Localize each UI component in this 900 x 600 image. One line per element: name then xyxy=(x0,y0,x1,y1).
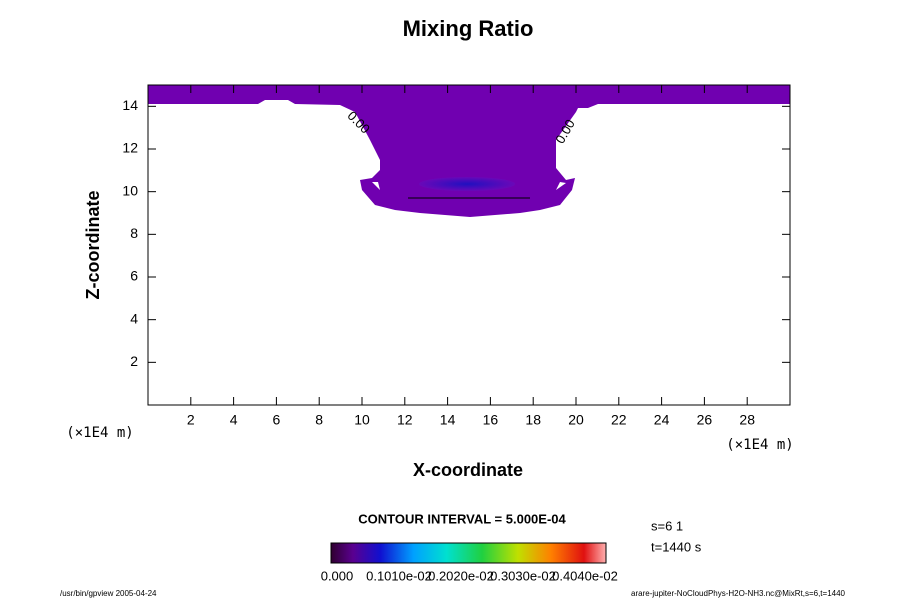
contour-core xyxy=(419,177,515,191)
y-tick-label: 4 xyxy=(130,310,138,326)
colorbar-label: 0.3030e-02 xyxy=(490,568,556,583)
y-unit: (×1E4 m) xyxy=(66,425,133,441)
footer-right: arare-jupiter-NoCloudPhys-H2O-NH3.nc@Mix… xyxy=(631,589,846,598)
x-tick-label: 16 xyxy=(483,412,499,428)
y-tick-label: 6 xyxy=(130,268,138,284)
x-tick-label: 4 xyxy=(230,412,238,428)
info-time: t=1440 s xyxy=(651,539,702,554)
chart-title: Mixing Ratio xyxy=(403,16,534,41)
x-tick-label: 26 xyxy=(697,412,713,428)
colorbar-label: 0.1010e-02 xyxy=(366,568,432,583)
x-tick-label: 8 xyxy=(315,412,323,428)
x-tick-label: 28 xyxy=(739,412,755,428)
x-tick-label: 18 xyxy=(525,412,541,428)
colorbar-label: 0.000 xyxy=(321,568,354,583)
x-tick-label: 6 xyxy=(273,412,281,428)
x-tick-label: 12 xyxy=(397,412,413,428)
x-tick-label: 22 xyxy=(611,412,627,428)
y-tick-label: 10 xyxy=(122,182,138,198)
x-tick-label: 24 xyxy=(654,412,670,428)
x-tick-label: 20 xyxy=(568,412,584,428)
contour-region xyxy=(148,85,790,217)
x-axis-label: X-coordinate xyxy=(413,460,523,480)
x-tick-label: 10 xyxy=(354,412,370,428)
x-tick-label: 14 xyxy=(440,412,456,428)
footer-left: /usr/bin/gpview 2005-04-24 xyxy=(60,589,157,598)
colorbar xyxy=(330,542,607,564)
colorbar-label: 0.4040e-02 xyxy=(552,568,618,583)
y-tick-label: 14 xyxy=(122,97,138,113)
y-tick-label: 12 xyxy=(122,140,138,156)
x-tick-label: 2 xyxy=(187,412,195,428)
colorbar-label: 0.2020e-02 xyxy=(428,568,494,583)
y-axis-label: Z-coordinate xyxy=(83,190,103,299)
plot-frame xyxy=(147,84,791,406)
y-tick-label: 2 xyxy=(130,353,138,369)
x-unit: (×1E4 m) xyxy=(726,437,793,453)
contour-interval: CONTOUR INTERVAL = 5.000E-04 xyxy=(358,511,566,526)
info-step: s=6 1 xyxy=(651,518,683,533)
y-tick-label: 8 xyxy=(130,225,138,241)
